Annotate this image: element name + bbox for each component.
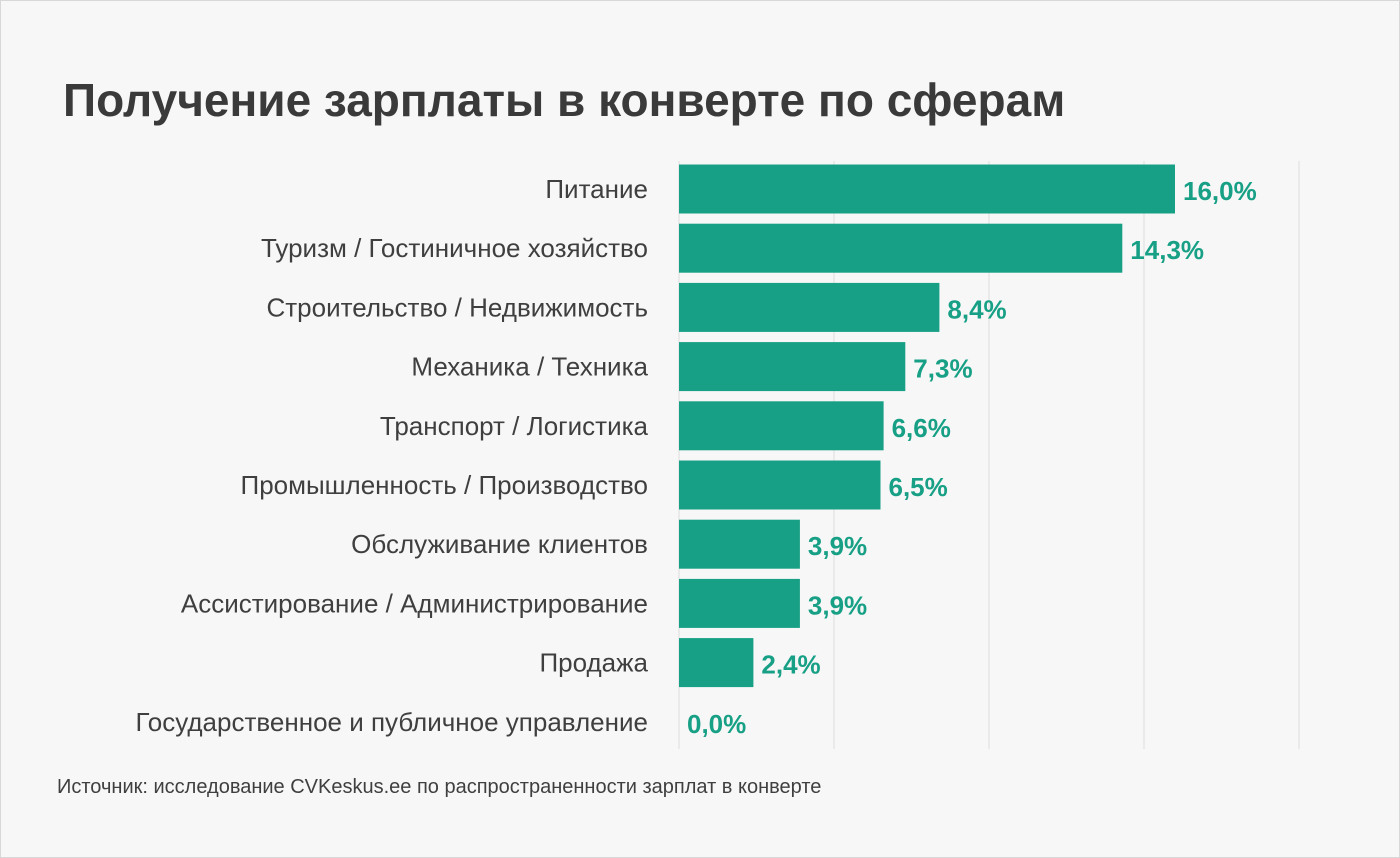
- source-note: Источник: исследование CVKeskus.ee по ра…: [57, 776, 822, 798]
- bar: [679, 223, 1123, 273]
- bar: [679, 164, 1175, 214]
- value-label: 0,0%: [687, 709, 746, 739]
- category-label: Обслуживание клиентов: [351, 529, 648, 559]
- value-label: 16,0%: [1183, 176, 1257, 206]
- category-label: Механика / Техника: [411, 352, 648, 382]
- chart-title: Получение зарплаты в конверте по сферам: [63, 74, 1066, 126]
- category-label: Государственное и публичное управление: [135, 707, 648, 737]
- category-label: Транспорт / Логистика: [380, 411, 649, 441]
- category-label: Промышленность / Производство: [241, 470, 648, 500]
- category-label: Ассистирование / Администрирование: [181, 588, 648, 618]
- value-label: 7,3%: [913, 354, 972, 384]
- bar: [679, 578, 800, 628]
- value-label: 3,9%: [808, 590, 867, 620]
- value-label: 14,3%: [1130, 235, 1204, 265]
- bar: [679, 460, 881, 510]
- category-label: Строительство / Недвижимость: [267, 292, 649, 322]
- value-label: 3,9%: [808, 531, 867, 561]
- bar: [679, 282, 940, 332]
- value-label: 2,4%: [761, 650, 820, 680]
- bar: [679, 401, 884, 451]
- bar: [679, 519, 800, 569]
- value-label: 6,6%: [892, 413, 951, 443]
- bar: [679, 638, 754, 688]
- category-label: Продажа: [539, 648, 648, 678]
- bar: [679, 342, 906, 392]
- value-label: 8,4%: [947, 294, 1006, 324]
- value-label: 6,5%: [889, 472, 948, 502]
- category-label: Питание: [545, 174, 648, 204]
- category-label: Туризм / Гостиничное хозяйство: [261, 233, 648, 263]
